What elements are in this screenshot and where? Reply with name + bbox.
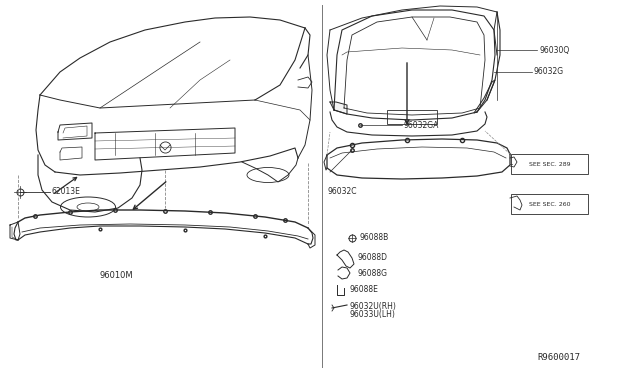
Text: 96030Q: 96030Q	[539, 45, 569, 55]
Polygon shape	[474, 80, 495, 113]
Bar	[387, 110, 437, 124]
Text: 96032C: 96032C	[327, 187, 356, 196]
Polygon shape	[330, 102, 347, 114]
Text: 96032GA: 96032GA	[404, 121, 440, 129]
Text: 96032G: 96032G	[534, 67, 564, 77]
Text: 96088B: 96088B	[360, 234, 389, 243]
Text: R9600017: R9600017	[537, 353, 580, 362]
Text: 96088E: 96088E	[349, 285, 378, 295]
Text: 96088D: 96088D	[357, 253, 387, 263]
Text: 96033U(LH): 96033U(LH)	[349, 311, 395, 320]
Text: 96088G: 96088G	[357, 269, 387, 278]
Text: 62013E: 62013E	[52, 187, 81, 196]
Text: SEE SEC. 289: SEE SEC. 289	[529, 161, 571, 167]
Text: 96032U(RH): 96032U(RH)	[349, 301, 396, 311]
Text: 96010M: 96010M	[100, 270, 134, 279]
Text: SEE SEC. 260: SEE SEC. 260	[529, 202, 571, 206]
